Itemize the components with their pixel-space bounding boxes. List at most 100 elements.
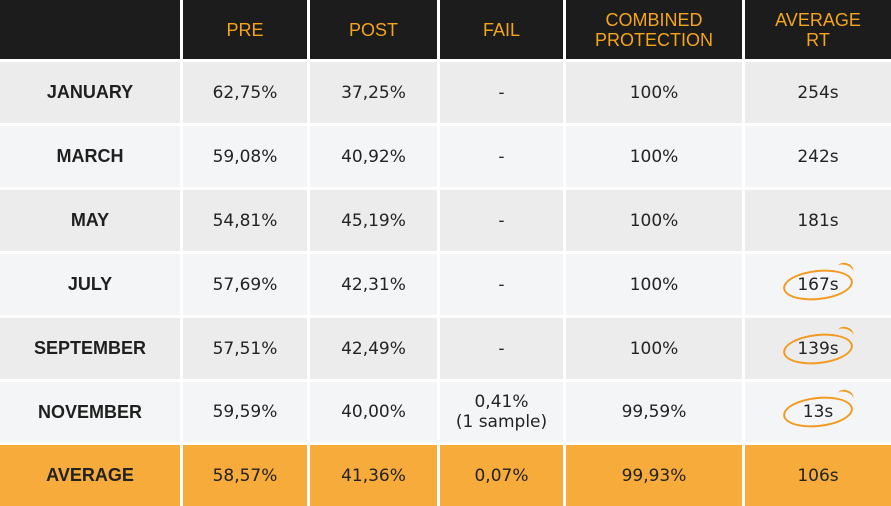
table-cell: - (440, 318, 566, 382)
average-rt-value: 181s (797, 210, 839, 231)
table-row: JULY 57,69% 42,31% - 100% 167s (0, 254, 891, 318)
table-cell: 59,08% (183, 126, 310, 190)
pre-value: 59,08% (212, 146, 278, 167)
combined-protection-value: 99,59% (621, 402, 687, 422)
circled-highlight: 139s (781, 329, 855, 368)
header-pre-label: PRE (226, 19, 264, 40)
table-cell: MARCH (0, 126, 183, 190)
fail-value: - (498, 210, 505, 231)
table-row: SEPTEMBER 57,51% 42,49% - 100% 139s (0, 318, 891, 382)
table-row: NOVEMBER 59,59% 40,00% 0,41% (1 sample) 99,5… (0, 382, 891, 445)
combined-protection-value: 100% (629, 338, 679, 359)
average-pre-value: 58,57% (212, 465, 278, 486)
table-cell: 100% (566, 254, 745, 318)
header-fail-label: FAIL (482, 19, 521, 40)
month-label: NOVEMBER (37, 401, 142, 422)
fail-value: 0,41% (1 sample) (455, 392, 548, 432)
table-cell: 100% (566, 190, 745, 254)
fail-value: - (498, 274, 505, 295)
header-cell-post: POST (310, 0, 440, 62)
table-cell: 59,59% (183, 382, 310, 445)
post-value: 40,00% (341, 402, 406, 422)
table-cell: 62,75% (183, 62, 310, 126)
table-cell: 57,51% (183, 318, 310, 382)
pre-value: 59,59% (212, 402, 278, 422)
table-cell: NOVEMBER (0, 382, 183, 445)
average-cell: 0,07% (440, 445, 566, 506)
average-fail-value: 0,07% (474, 465, 529, 486)
month-label: SEPTEMBER (33, 338, 147, 358)
header-cell-empty (0, 0, 183, 62)
average-rt-value: 254s (797, 82, 839, 103)
average-cell: 99,93% (566, 445, 745, 506)
table-row: MAY 54,81% 45,19% - 100% 181s (0, 190, 891, 254)
combined-protection-value: 100% (629, 82, 679, 103)
fail-value: - (498, 146, 505, 167)
table-cell: 167s (745, 254, 891, 318)
table-cell: JULY (0, 254, 183, 318)
month-label: JANUARY (46, 82, 134, 102)
average-cell: 41,36% (310, 445, 440, 506)
average-rt-value: 242s (797, 146, 839, 167)
table-cell: JANUARY (0, 62, 183, 126)
table-cell: 45,19% (310, 190, 440, 254)
table-header-row: PRE POST FAIL COMBINED PROTECTION AVERAG… (0, 0, 891, 62)
pre-value: 57,69% (212, 274, 278, 295)
pre-value: 62,75% (212, 82, 278, 103)
table-cell: - (440, 190, 566, 254)
table-cell: 0,41% (1 sample) (440, 382, 566, 445)
average-combined-protection-value: 99,93% (621, 465, 687, 486)
table-cell: 42,49% (310, 318, 440, 382)
post-value: 40,92% (341, 146, 406, 167)
post-value: 42,31% (341, 274, 406, 295)
average-month-label: AVERAGE (46, 465, 134, 485)
table-cell: - (440, 62, 566, 126)
table-cell: 99,59% (566, 382, 745, 445)
table-cell: 54,81% (183, 190, 310, 254)
fail-value: - (498, 338, 505, 359)
table-cell: 100% (566, 126, 745, 190)
average-cell: 106s (745, 445, 891, 506)
month-label: MARCH (56, 146, 124, 166)
circled-highlight: 13s (781, 393, 855, 431)
circled-highlight: 167s (781, 265, 855, 304)
average-average-rt-value: 106s (797, 465, 839, 486)
table-cell: - (440, 126, 566, 190)
header-cell-fail: FAIL (440, 0, 566, 62)
table-cell: 100% (566, 62, 745, 126)
table-cell: 42,31% (310, 254, 440, 318)
header-rt-label: AVERAGE RT (775, 9, 861, 50)
average-cell: 58,57% (183, 445, 310, 506)
header-cell-pre: PRE (183, 0, 310, 62)
combined-protection-value: 100% (629, 146, 679, 167)
table-cell: 57,69% (183, 254, 310, 318)
table-row: JANUARY 62,75% 37,25% - 100% 254s (0, 62, 891, 126)
fail-value: - (498, 82, 505, 103)
table-cell: 100% (566, 318, 745, 382)
combined-protection-value: 100% (629, 274, 679, 295)
table-cell: 40,92% (310, 126, 440, 190)
table-cell: 254s (745, 62, 891, 126)
average-cell: AVERAGE (0, 445, 183, 506)
table-cell: 13s (745, 382, 891, 445)
header-combined-label: COMBINED PROTECTION (594, 9, 713, 50)
post-value: 45,19% (341, 210, 406, 231)
header-post-label: POST (348, 19, 398, 40)
table-cell: 242s (745, 126, 891, 190)
average-rt-value: 139s (797, 338, 839, 359)
table-cell: - (440, 254, 566, 318)
average-rt-value: 167s (797, 274, 839, 295)
table-cell: MAY (0, 190, 183, 254)
average-rt-value: 13s (802, 402, 834, 422)
header-cell-combined-protection: COMBINED PROTECTION (566, 0, 745, 62)
table-cell: 40,00% (310, 382, 440, 445)
pre-value: 57,51% (212, 338, 278, 359)
post-value: 37,25% (341, 82, 406, 103)
month-label: MAY (70, 210, 110, 230)
table-cell: 181s (745, 190, 891, 254)
average-row: AVERAGE 58,57% 41,36% 0,07% 99,93% 106s (0, 445, 891, 506)
pre-value: 54,81% (212, 210, 278, 231)
table-cell: 37,25% (310, 62, 440, 126)
average-post-value: 41,36% (341, 465, 406, 486)
